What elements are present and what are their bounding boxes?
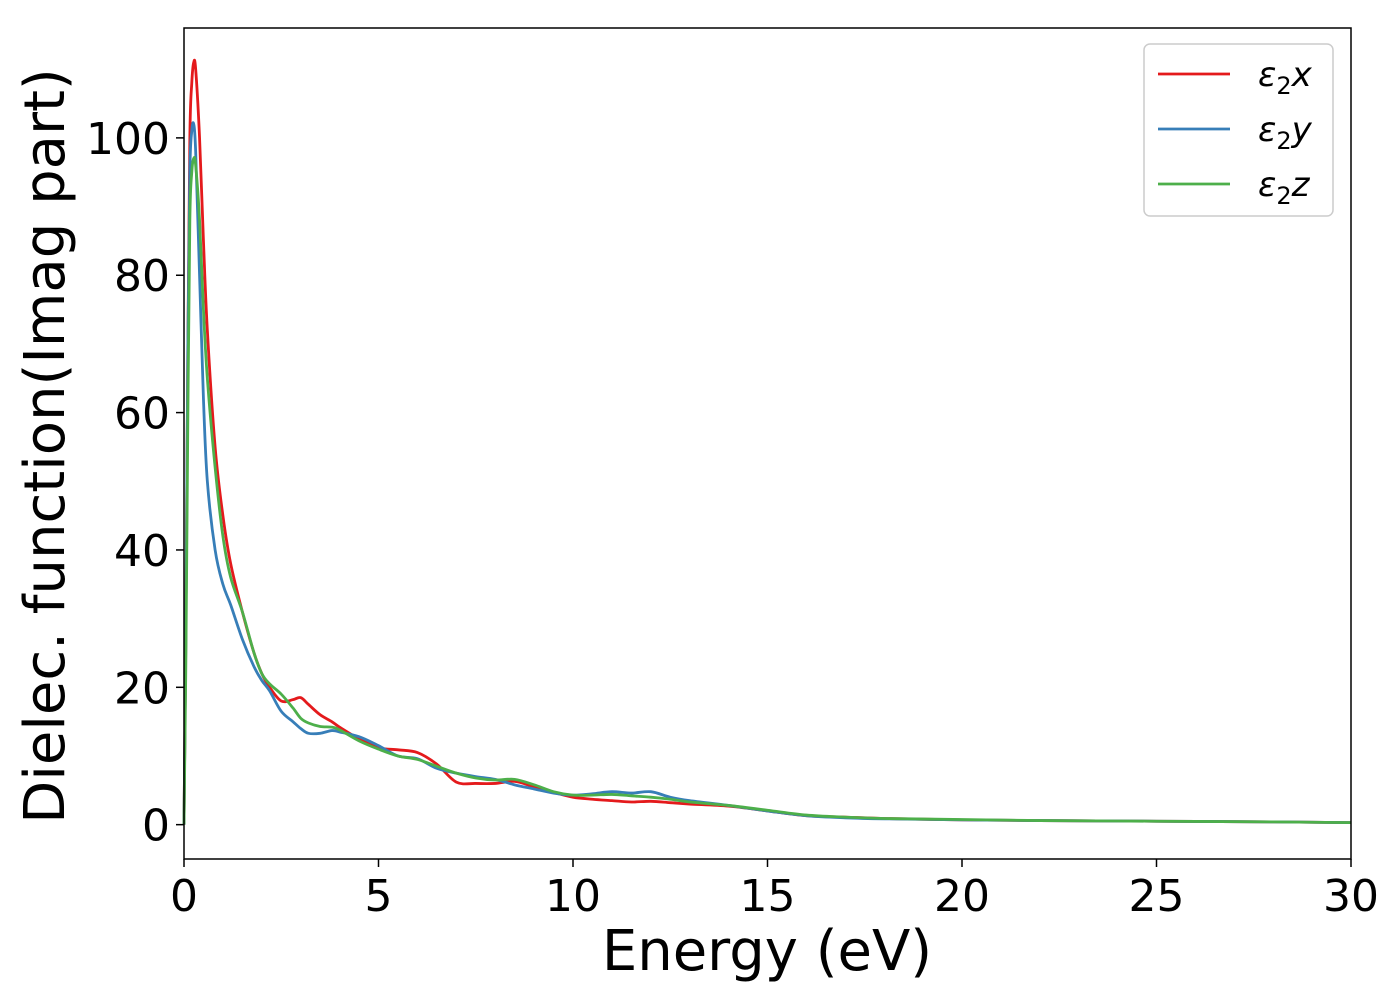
legend-box — [1143, 43, 1334, 217]
y-tick-label: 40 — [114, 526, 170, 577]
x-tick-label: 15 — [740, 871, 796, 922]
legend-label-z: ε2z — [1258, 165, 1311, 210]
y-axis-ticks: 0 20 40 60 80 100 — [86, 114, 184, 852]
x-tick-label: 10 — [545, 871, 601, 922]
x-tick-label: 0 — [170, 871, 198, 922]
x-tick-label: 30 — [1323, 871, 1379, 922]
y-tick-label: 60 — [114, 389, 170, 440]
y-axis-title: Dielec. function(Imag part) — [13, 68, 78, 824]
legend: ε2x ε2y ε2z — [1143, 43, 1334, 217]
legend-label-x: ε2x — [1258, 55, 1313, 100]
series-line-z — [182, 156, 1352, 825]
y-tick-label: 0 — [142, 801, 170, 852]
legend-label-y: ε2y — [1258, 110, 1313, 155]
x-tick-label: 20 — [934, 871, 990, 922]
x-axis-title: Energy (eV) — [602, 919, 932, 984]
y-tick-label: 80 — [114, 251, 170, 302]
x-axis-ticks: 0 5 10 15 20 25 30 — [170, 859, 1379, 922]
y-tick-label: 20 — [114, 663, 170, 714]
x-tick-label: 5 — [365, 871, 393, 922]
x-tick-label: 25 — [1129, 871, 1185, 922]
y-tick-label: 100 — [86, 114, 170, 165]
series-layer — [182, 58, 1352, 825]
